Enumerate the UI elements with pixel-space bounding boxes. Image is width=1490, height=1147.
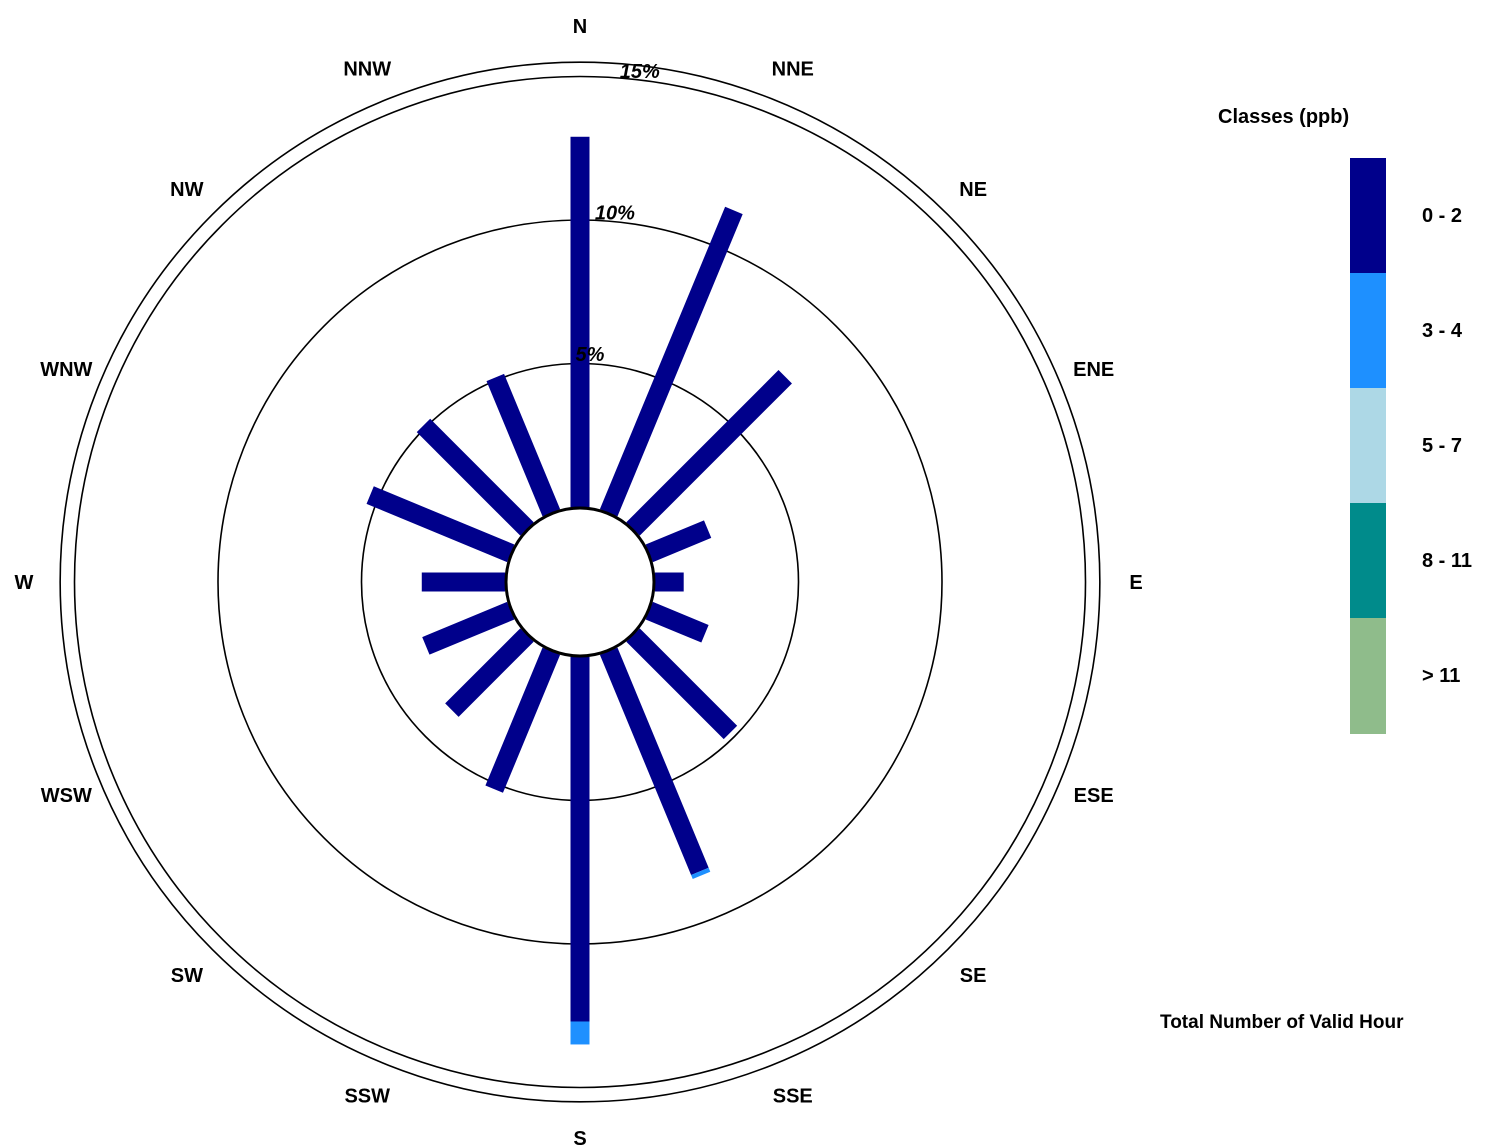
legend-swatch-4 bbox=[1350, 503, 1386, 619]
wind-rose-bars bbox=[366, 136, 792, 1045]
direction-label-wnw: WNW bbox=[40, 359, 92, 381]
bar-w-class-1 bbox=[421, 572, 505, 592]
ring-labels: 5% 10% 15% bbox=[575, 61, 660, 366]
ring-15 bbox=[73, 75, 1087, 1089]
bar-nne-class-1 bbox=[599, 206, 743, 517]
direction-label-n: N bbox=[573, 16, 587, 38]
bar-nnw-class-1 bbox=[486, 373, 561, 517]
calm-center-circle bbox=[504, 506, 656, 658]
bar-sw-class-1 bbox=[445, 628, 534, 717]
bar-se-class-1 bbox=[626, 628, 738, 740]
bar-s-class-1 bbox=[570, 657, 590, 1022]
bar-wsw-class-1 bbox=[422, 601, 515, 655]
direction-label-e: E bbox=[1129, 572, 1142, 594]
direction-label-ese: ESE bbox=[1074, 785, 1114, 807]
legend-swatch-1 bbox=[1350, 158, 1386, 274]
direction-label-nne: NNE bbox=[772, 58, 814, 80]
direction-label-se: SE bbox=[960, 965, 987, 987]
bar-s-class-2 bbox=[570, 1021, 590, 1045]
bar-n-class-1 bbox=[570, 136, 590, 507]
direction-label-ene: ENE bbox=[1073, 359, 1114, 381]
legend-swatch-2 bbox=[1350, 273, 1386, 389]
legend-label-3: 5 - 7 bbox=[1422, 435, 1463, 457]
direction-label-s: S bbox=[573, 1128, 586, 1147]
bar-sse-class-2 bbox=[691, 867, 711, 879]
bar-nw-class-1 bbox=[416, 418, 534, 536]
bar-ne-class-1 bbox=[626, 370, 792, 536]
direction-label-sw: SW bbox=[171, 965, 203, 987]
legend: Classes (ppb) 0 - 2 3 - 4 5 - 7 8 - 11 > 11 bbox=[1200, 100, 1490, 750]
bar-ene-class-1 bbox=[645, 520, 712, 563]
outer-boundary-circle bbox=[59, 61, 1101, 1103]
direction-label-ssw: SSW bbox=[344, 1086, 390, 1108]
legend-label-2: 3 - 4 bbox=[1422, 320, 1463, 342]
total-valid-hours-label: Total Number of Valid Hour bbox=[1160, 1012, 1404, 1033]
legend-label-1: 0 - 2 bbox=[1422, 205, 1463, 227]
legend-label-5: > 11 bbox=[1422, 665, 1461, 687]
legend-swatch-3 bbox=[1350, 388, 1386, 504]
legend-title: Classes (ppb) bbox=[1218, 106, 1350, 128]
bar-wnw-class-1 bbox=[366, 486, 515, 563]
direction-label-ne: NE bbox=[959, 179, 987, 201]
direction-label-w: W bbox=[15, 572, 34, 594]
direction-label-wsw: WSW bbox=[41, 785, 92, 807]
direction-label-sse: SSE bbox=[773, 1086, 813, 1108]
bar-sse-class-1 bbox=[599, 647, 709, 876]
legend-swatch-5 bbox=[1350, 618, 1386, 734]
bar-ssw-class-1 bbox=[485, 647, 561, 793]
bar-ese-class-1 bbox=[645, 601, 709, 643]
ring-label-10: 10% bbox=[595, 202, 635, 224]
direction-label-nw: NW bbox=[170, 179, 203, 201]
legend-label-4: 8 - 11 bbox=[1422, 550, 1473, 572]
ring-label-5: 5% bbox=[575, 344, 604, 366]
bar-e-class-1 bbox=[655, 572, 684, 592]
direction-labels: N NNE NE ENE E ESE SE SSE S SSW SW WSW W WNW NW NNW bbox=[15, 16, 1143, 1147]
ring-label-15: 15% bbox=[620, 61, 660, 83]
direction-label-nnw: NNW bbox=[343, 58, 391, 80]
